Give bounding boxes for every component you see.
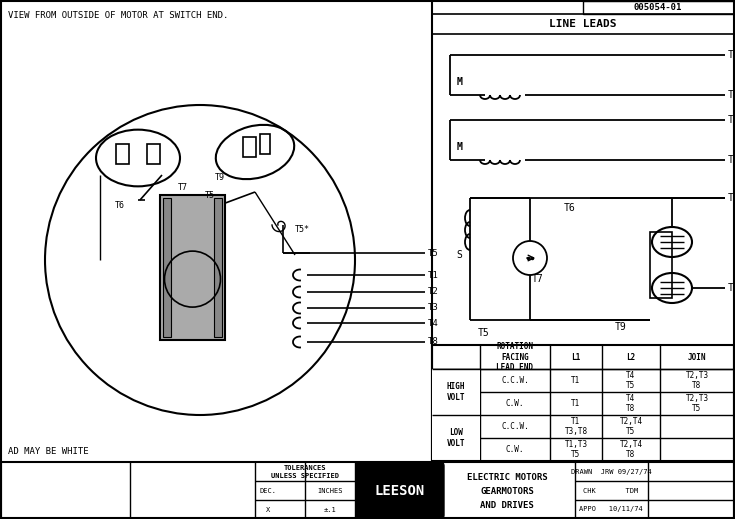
Text: T5*: T5* <box>295 225 310 235</box>
Text: LINE LEADS: LINE LEADS <box>549 19 617 29</box>
Text: T2,T4
T8: T2,T4 T8 <box>620 440 642 459</box>
Text: T7: T7 <box>178 184 188 193</box>
Text: 005054-01: 005054-01 <box>634 3 682 12</box>
Bar <box>432 34 734 462</box>
Text: T5: T5 <box>728 283 735 293</box>
Text: T8: T8 <box>728 193 735 203</box>
Text: TOLERANCES
UNLESS SPECIFIED: TOLERANCES UNLESS SPECIFIED <box>271 466 339 479</box>
Text: L1: L1 <box>571 352 581 362</box>
Text: T2: T2 <box>728 90 735 100</box>
FancyBboxPatch shape <box>356 462 444 519</box>
Text: T4: T4 <box>728 155 735 165</box>
Text: T1,T3
T5: T1,T3 T5 <box>564 440 587 459</box>
Text: GEARMOTORS: GEARMOTORS <box>480 486 534 496</box>
Text: X: X <box>266 507 270 513</box>
Text: T2: T2 <box>428 288 439 296</box>
Text: T1: T1 <box>728 50 735 60</box>
Text: APPO   10/11/74: APPO 10/11/74 <box>579 506 643 512</box>
Text: C.W.: C.W. <box>506 445 524 454</box>
Text: LEESON: LEESON <box>375 484 425 498</box>
Bar <box>116 144 129 164</box>
Text: DRAWN  JRW 09/27/74: DRAWN JRW 09/27/74 <box>570 469 651 475</box>
Text: INCHES: INCHES <box>318 488 343 494</box>
Text: AD MAY BE WHITE: AD MAY BE WHITE <box>8 447 89 457</box>
Text: T1: T1 <box>571 399 581 408</box>
Text: DEC.: DEC. <box>259 488 276 494</box>
Text: C.C.W.: C.C.W. <box>501 422 529 431</box>
Bar <box>432 369 480 415</box>
Text: C.C.W.: C.C.W. <box>501 376 529 385</box>
Text: T4: T4 <box>428 319 439 327</box>
Text: T5: T5 <box>478 328 490 338</box>
Text: S: S <box>456 250 462 260</box>
Bar <box>1 462 734 519</box>
Text: ELECTRIC MOTORS: ELECTRIC MOTORS <box>467 472 548 482</box>
Text: CHK       TDM: CHK TDM <box>584 488 639 494</box>
Bar <box>260 134 270 154</box>
Text: T2,T4
T5: T2,T4 T5 <box>620 417 642 436</box>
Text: T2,T3
T8: T2,T3 T8 <box>686 371 709 390</box>
Bar <box>432 345 734 461</box>
Text: T4
T5: T4 T5 <box>626 371 636 390</box>
Text: T8: T8 <box>428 337 439 347</box>
Text: M: M <box>457 77 463 87</box>
Bar <box>650 232 672 298</box>
Text: T9: T9 <box>215 173 225 183</box>
Text: L2: L2 <box>626 352 636 362</box>
Bar <box>160 195 225 340</box>
Text: T1: T1 <box>428 270 439 280</box>
Text: M: M <box>457 142 463 152</box>
Text: T1: T1 <box>571 376 581 385</box>
Text: LOW
VOLT: LOW VOLT <box>447 428 465 448</box>
Text: ROTATION
FACING
LEAD END: ROTATION FACING LEAD END <box>497 342 534 372</box>
Bar <box>163 198 171 337</box>
Bar <box>432 415 480 461</box>
Text: ±.1: ±.1 <box>323 507 337 513</box>
Text: AND DRIVES: AND DRIVES <box>480 500 534 510</box>
Text: T9: T9 <box>615 322 627 332</box>
Text: T1
T3,T8: T1 T3,T8 <box>564 417 587 436</box>
Bar <box>432 14 734 34</box>
Text: T4
T8: T4 T8 <box>626 394 636 413</box>
Text: T6: T6 <box>564 203 576 213</box>
Text: HIGH
VOLT: HIGH VOLT <box>447 383 465 402</box>
Bar <box>243 137 256 157</box>
Text: JOIN: JOIN <box>688 352 706 362</box>
Bar <box>583 1 734 14</box>
Text: T5: T5 <box>205 190 215 199</box>
Text: T7: T7 <box>532 274 544 284</box>
Text: T6: T6 <box>115 200 125 210</box>
Text: T3: T3 <box>728 115 735 125</box>
Text: T5: T5 <box>428 249 439 257</box>
Text: C.W.: C.W. <box>506 399 524 408</box>
Bar <box>214 198 222 337</box>
Bar <box>147 144 160 164</box>
Text: VIEW FROM OUTSIDE OF MOTOR AT SWITCH END.: VIEW FROM OUTSIDE OF MOTOR AT SWITCH END… <box>8 11 229 20</box>
Text: T2,T3
T5: T2,T3 T5 <box>686 394 709 413</box>
Text: T3: T3 <box>428 304 439 312</box>
